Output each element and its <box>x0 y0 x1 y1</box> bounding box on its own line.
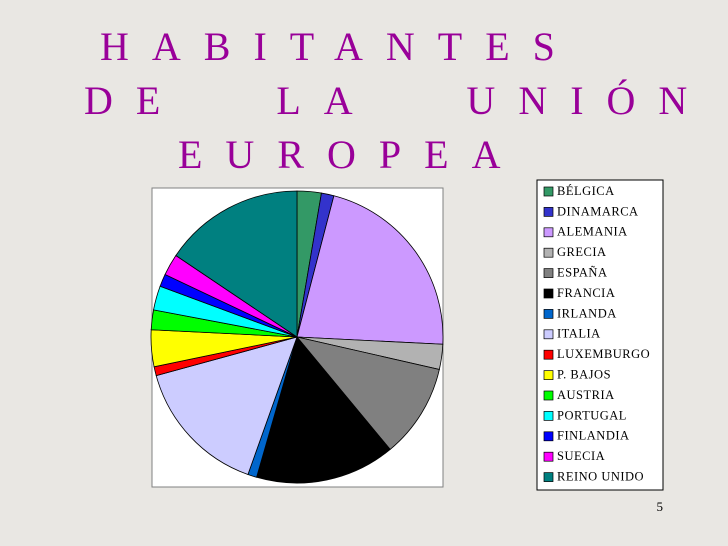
legend-swatch <box>543 431 554 442</box>
legend-swatch <box>543 207 554 217</box>
legend-swatch <box>543 288 554 299</box>
legend-swatch <box>543 411 554 421</box>
legend-label: ESPAÑA <box>557 265 607 279</box>
legend-swatch <box>543 268 554 278</box>
legend-label: REINO UNIDO <box>557 469 644 483</box>
legend-label: SUECIA <box>557 449 605 463</box>
pie-slice <box>296 195 444 345</box>
legend-swatch <box>543 472 554 482</box>
pie-slice <box>155 336 298 476</box>
legend-swatch <box>543 227 554 238</box>
legend-label: ALEMANIA <box>557 225 628 239</box>
title-line: DE LA UNIÓN <box>84 78 710 123</box>
legend-swatch <box>543 247 554 258</box>
pie-slice <box>256 336 391 484</box>
legend-label: BÉLGICA <box>557 184 615 198</box>
legend-swatch <box>543 329 554 340</box>
legend <box>536 179 664 491</box>
legend-label: P. BAJOS <box>557 367 611 381</box>
legend-label: IRLANDA <box>557 306 617 320</box>
legend-label: DINAMARCA <box>557 204 639 218</box>
legend-swatch <box>543 390 554 401</box>
pie-slice <box>175 190 298 338</box>
legend-label: GRECIA <box>557 245 607 259</box>
legend-label: PORTUGAL <box>557 408 627 422</box>
legend-label: FRANCIA <box>557 286 615 300</box>
legend-label: LUXEMBURGO <box>557 347 650 361</box>
legend-swatch <box>543 186 554 197</box>
legend-label: ITALIA <box>557 327 601 341</box>
page-number: 5 <box>657 499 664 514</box>
pie-slice <box>295 336 440 450</box>
legend-label: FINLANDIA <box>557 429 630 443</box>
legend-swatch <box>543 451 554 462</box>
title-line: HABITANTES <box>100 24 578 69</box>
legend-swatch <box>543 349 554 360</box>
legend-label: AUSTRIA <box>557 388 615 402</box>
legend-swatch <box>543 370 554 380</box>
title-line: EUROPEA <box>178 132 523 177</box>
legend-swatch <box>543 309 554 319</box>
